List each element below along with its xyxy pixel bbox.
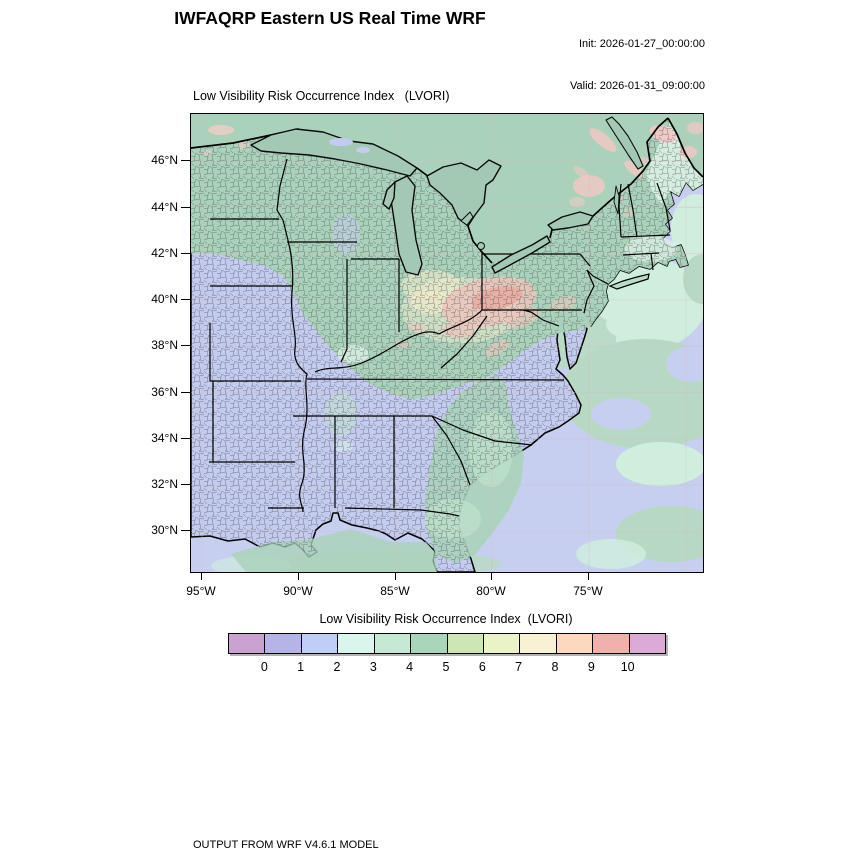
model-info-footer: OUTPUT FROM WRF V4.6.1 MODEL WE = 310 ; … (193, 812, 626, 850)
green-bay (382, 181, 396, 210)
colorbar-segment (373, 634, 411, 653)
lon-tick (298, 572, 300, 580)
lon-label-75w: 75°W (573, 584, 603, 598)
colorbar-tick-label: 0 (260, 660, 268, 674)
colorbar-tick-label: 3 (369, 660, 377, 674)
colorbar-segment (482, 634, 520, 653)
colorbar-tick-label: 2 (333, 660, 341, 674)
lat-label-36n: 36°N (151, 385, 178, 399)
lat-tick (181, 484, 190, 486)
lake-erie (491, 235, 551, 274)
lake-st-clair (477, 242, 485, 250)
colorbar-labels: 0 1 2 3 4 5 6 7 8 9 10 (228, 660, 664, 676)
colorbar-tick-label: 10 (620, 660, 635, 674)
colorbar-segment (628, 634, 666, 653)
map-subtitle: Low Visibility Risk Occurrence Index (LV… (193, 89, 450, 103)
colorbar-segment (519, 634, 556, 653)
colorbar-segment (337, 634, 374, 653)
state-borders (209, 158, 671, 517)
map-area (190, 113, 704, 573)
lake-ontario (547, 211, 594, 231)
lake-huron (426, 159, 502, 227)
colorbar-segment (229, 634, 265, 653)
footer-line1: OUTPUT FROM WRF V4.6.1 MODEL (193, 839, 379, 850)
colorbar-tick-label: 9 (587, 660, 595, 674)
valid-time: Valid: 2026-01-31_09:00:00 (570, 80, 705, 92)
lat-label-32n: 32°N (151, 477, 178, 491)
colorbar-tick-label: 6 (478, 660, 486, 674)
colorbar-segment (410, 634, 447, 653)
st-lawrence-river (605, 116, 644, 170)
lat-tick (181, 299, 190, 301)
lat-tick (181, 253, 190, 255)
lat-tick (181, 207, 190, 209)
colorbar-tick-label: 8 (551, 660, 559, 674)
colorbar-segment (300, 634, 338, 653)
init-time: Init: 2026-01-27_00:00:00 (579, 38, 705, 50)
lon-label-80w: 80°W (476, 584, 506, 598)
lat-label-46n: 46°N (151, 153, 178, 167)
lon-label-90w: 90°W (283, 584, 313, 598)
init-valid-block: Init: 2026-01-27_00:00:00 Valid: 2026-01… (455, 9, 705, 121)
lat-label-34n: 34°N (151, 431, 178, 445)
lat-label-44n: 44°N (151, 200, 178, 214)
lake-superior (250, 128, 418, 177)
lat-tick (181, 530, 190, 532)
colorbar-segment (446, 634, 483, 653)
colorbar-tick-label: 1 (297, 660, 305, 674)
lat-tick (181, 160, 190, 162)
lon-tick (588, 572, 590, 580)
colorbar-tick-label: 4 (406, 660, 414, 674)
lat-label-42n: 42°N (151, 246, 178, 260)
lat-label-38n: 38°N (151, 338, 178, 352)
lat-tick (181, 392, 190, 394)
great-lakes (250, 116, 644, 276)
lon-tick (395, 572, 397, 580)
colorbar-segment (555, 634, 593, 653)
lvori-map-graphic (191, 114, 703, 572)
lat-label-40n: 40°N (151, 292, 178, 306)
lon-tick (491, 572, 493, 580)
lat-tick (181, 438, 190, 440)
colorbar-segment (592, 634, 629, 653)
colorbar-segment (264, 634, 301, 653)
lake-champlain (613, 185, 620, 215)
plot-title: IWFAQRP Eastern US Real Time WRF (174, 8, 486, 28)
colorbar-tick-label: 7 (515, 660, 523, 674)
lat-label-30n: 30°N (151, 523, 178, 537)
lake-michigan (390, 175, 423, 276)
lon-label-85w: 85°W (380, 584, 410, 598)
superior-blue-patch (329, 138, 353, 146)
lon-label-95w: 95°W (186, 584, 216, 598)
long-island (608, 273, 650, 290)
colorbar (228, 633, 666, 654)
saginaw-bay (460, 211, 474, 226)
lat-tick (181, 345, 190, 347)
colorbar-title: Low Visibility Risk Occurrence Index (LV… (319, 612, 573, 626)
colorbar-tick-label: 5 (442, 660, 450, 674)
gulf-coast-green-region (231, 529, 437, 572)
lon-tick (201, 572, 203, 580)
